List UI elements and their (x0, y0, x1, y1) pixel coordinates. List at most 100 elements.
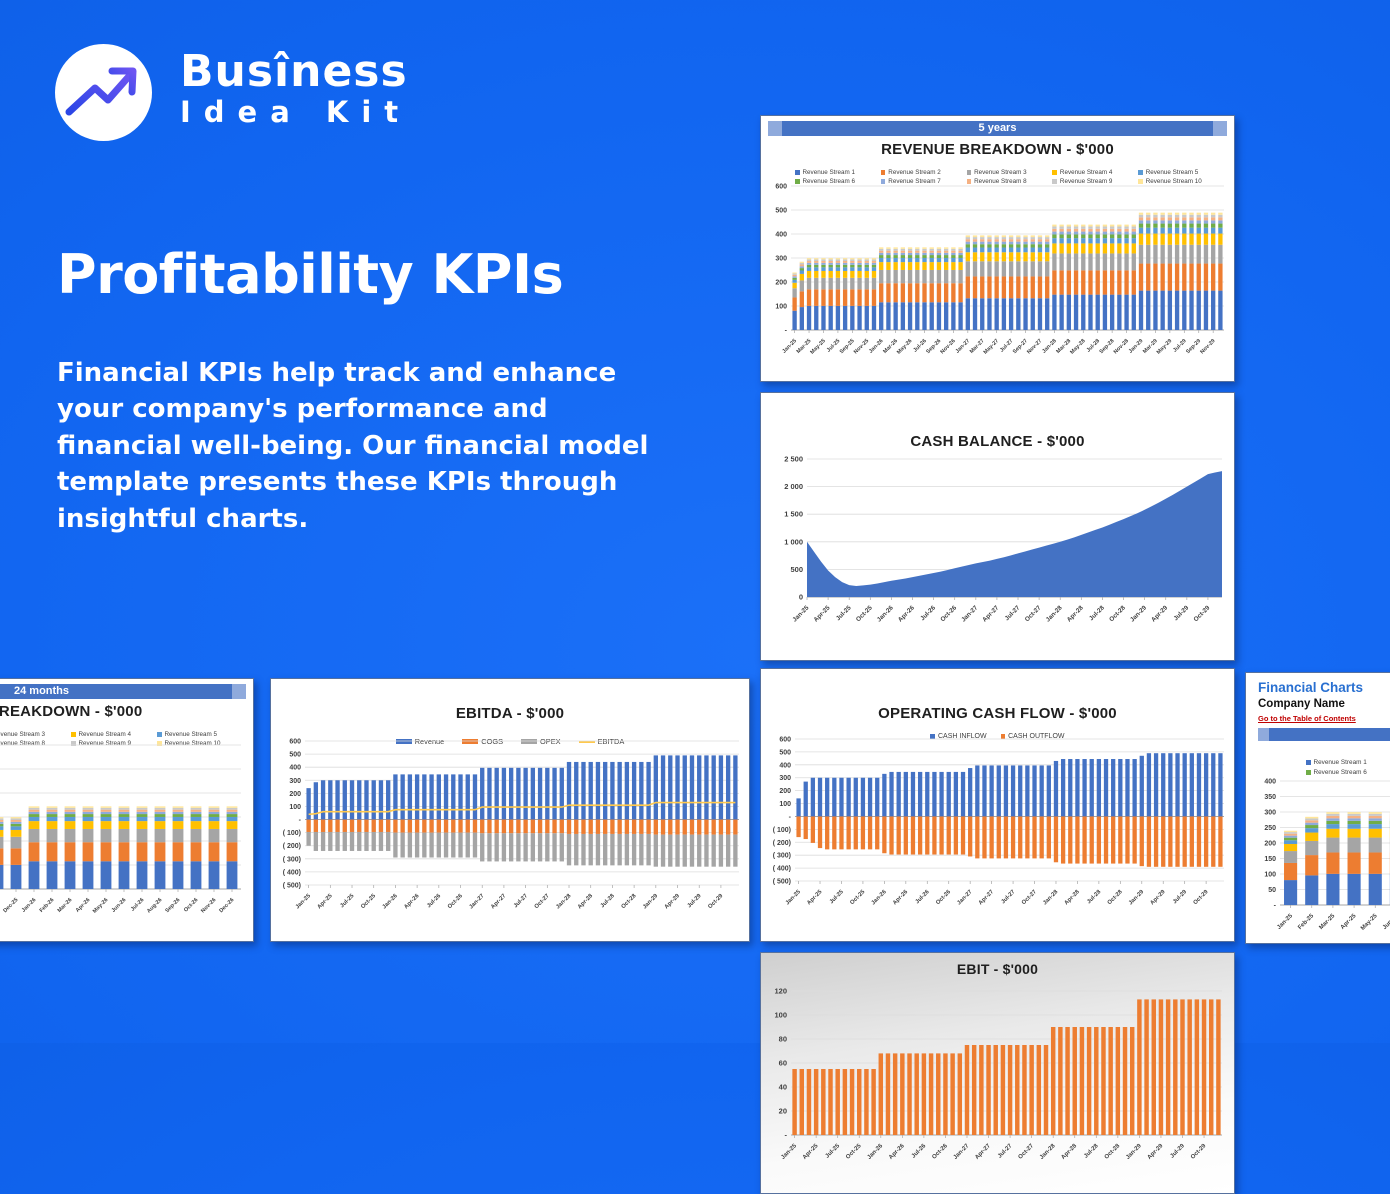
svg-text:Jan-25: Jan-25 (295, 893, 313, 911)
svg-text:Mar-26: Mar-26 (57, 897, 74, 914)
svg-text:Oct-27: Oct-27 (1021, 889, 1038, 906)
svg-text:100: 100 (779, 801, 791, 808)
svg-text:100: 100 (289, 804, 301, 811)
svg-text:2 000: 2 000 (784, 482, 803, 491)
svg-text:Apr-27: Apr-27 (978, 889, 995, 906)
svg-text:2 500: 2 500 (784, 455, 803, 464)
svg-text:1 000: 1 000 (784, 537, 803, 546)
svg-text:500: 500 (790, 565, 803, 574)
svg-text:Jul-28: Jul-28 (1086, 889, 1103, 906)
svg-text:Nov-25: Nov-25 (0, 897, 1, 914)
svg-text:Jul-26: Jul-26 (911, 1143, 928, 1160)
card-financial-charts: Financial Charts Company Name Go to the … (1245, 672, 1390, 944)
svg-text:Apr-26: Apr-26 (892, 889, 910, 907)
svg-text:May-27: May-27 (983, 338, 1000, 355)
svg-text:Apr-26: Apr-26 (75, 897, 92, 914)
svg-text:Jan-28: Jan-28 (1042, 889, 1060, 907)
svg-text:1 500: 1 500 (784, 510, 803, 519)
svg-text:Jan-26: Jan-26 (21, 897, 38, 914)
svg-text:500: 500 (779, 749, 791, 756)
svg-text:Jul-27: Jul-27 (1004, 604, 1022, 622)
svg-text:Apr-28: Apr-28 (1066, 604, 1085, 623)
svg-text:Jan-27: Jan-27 (468, 893, 485, 910)
svg-text:120: 120 (774, 987, 787, 996)
svg-text:Dec-25: Dec-25 (2, 897, 19, 914)
svg-text:Oct-25: Oct-25 (360, 893, 378, 911)
page-description: Financial KPIs help track and enhance yo… (57, 355, 672, 537)
svg-text:Oct-29: Oct-29 (1190, 1143, 1208, 1161)
brand-name: Busîness Idea Kit (180, 50, 411, 127)
revenue-breakdown-24m-chart: 600500400300200100-Jan-25Feb-25Mar-25Apr… (0, 679, 253, 941)
svg-text:50: 50 (1268, 887, 1276, 894)
svg-text:Jul-27: Jul-27 (1000, 889, 1016, 905)
svg-text:Jul-29: Jul-29 (1169, 1143, 1186, 1160)
svg-text:( 200): ( 200) (773, 840, 791, 847)
card-revenue-breakdown-5y: 5 years REVENUE BREAKDOWN - $'000 Revenu… (760, 115, 1235, 382)
svg-text:Jul-27: Jul-27 (997, 1143, 1014, 1160)
svg-text:400: 400 (1264, 779, 1276, 786)
svg-text:Jan-26: Jan-26 (871, 889, 889, 907)
svg-text:Jan-29: Jan-29 (1129, 604, 1148, 623)
svg-text:300: 300 (775, 256, 787, 263)
svg-text:Sep-26: Sep-26 (164, 897, 181, 914)
svg-text:200: 200 (779, 788, 791, 795)
card-revenue-breakdown-24m: 24 months REVENUE BREAKDOWN - $'000 Reve… (0, 678, 254, 942)
svg-text:Nov-29: Nov-29 (1199, 338, 1216, 355)
svg-text:Oct-26: Oct-26 (939, 604, 958, 623)
svg-text:( 200): ( 200) (283, 843, 301, 850)
svg-text:Feb-26: Feb-26 (39, 897, 56, 914)
trend-arrow-icon (55, 44, 152, 141)
svg-text:Apr-25: Apr-25 (316, 893, 334, 911)
svg-text:Apr-28: Apr-28 (1060, 1143, 1078, 1161)
svg-text:Oct-28: Oct-28 (1107, 889, 1125, 907)
svg-text:-: - (785, 328, 788, 335)
svg-text:-: - (1274, 903, 1277, 910)
svg-text:Jul-29: Jul-29 (687, 893, 704, 910)
svg-text:-: - (299, 817, 302, 824)
svg-text:Jan-25: Jan-25 (780, 1143, 798, 1161)
svg-text:Jan-28: Jan-28 (1045, 604, 1064, 623)
svg-text:600: 600 (289, 739, 301, 746)
svg-text:May-25: May-25 (809, 338, 826, 355)
svg-text:( 100): ( 100) (773, 827, 791, 834)
svg-text:Oct-25: Oct-25 (849, 889, 867, 907)
svg-text:( 100): ( 100) (283, 830, 301, 837)
svg-text:Jul-26: Jul-26 (426, 893, 443, 910)
svg-text:250: 250 (1264, 825, 1276, 832)
svg-text:Apr-25: Apr-25 (802, 1143, 820, 1161)
svg-text:Oct-28: Oct-28 (621, 893, 639, 911)
svg-text:Jan-28: Jan-28 (1039, 1143, 1057, 1161)
svg-text:Jan-28: Jan-28 (1041, 338, 1058, 355)
svg-text:May-26: May-26 (896, 338, 913, 355)
svg-text:Aug-26: Aug-26 (146, 897, 163, 914)
svg-text:Jul-28: Jul-28 (1088, 604, 1106, 622)
svg-text:May-25: May-25 (1360, 913, 1379, 932)
svg-text:( 500): ( 500) (283, 883, 301, 890)
svg-text:Nov-26: Nov-26 (200, 897, 217, 914)
svg-text:Apr-25: Apr-25 (1340, 913, 1358, 931)
svg-text:Jan-25: Jan-25 (791, 604, 810, 623)
svg-text:Jul-29: Jul-29 (1172, 889, 1189, 906)
svg-text:Jan-29: Jan-29 (642, 893, 660, 911)
svg-text:Oct-27: Oct-27 (1018, 1143, 1036, 1161)
brand-line2: Idea Kit (180, 98, 411, 127)
svg-text:Apr-27: Apr-27 (981, 604, 1000, 623)
svg-text:40: 40 (779, 1083, 787, 1092)
svg-text:Jun-25: Jun-25 (1382, 913, 1390, 931)
svg-text:Apr-29: Apr-29 (1150, 604, 1169, 623)
svg-text:300: 300 (1264, 810, 1276, 817)
svg-text:0: 0 (799, 593, 803, 602)
svg-text:Nov-25: Nov-25 (853, 338, 870, 355)
svg-text:( 300): ( 300) (773, 853, 791, 860)
svg-text:100: 100 (775, 304, 787, 311)
svg-text:Oct-26: Oct-26 (183, 897, 199, 913)
svg-text:Jul-26: Jul-26 (915, 889, 932, 906)
svg-text:Oct-28: Oct-28 (1108, 604, 1127, 623)
brand-logo (55, 44, 152, 141)
svg-text:Apr-28: Apr-28 (577, 893, 595, 911)
svg-text:Jan-27: Jan-27 (955, 338, 972, 355)
